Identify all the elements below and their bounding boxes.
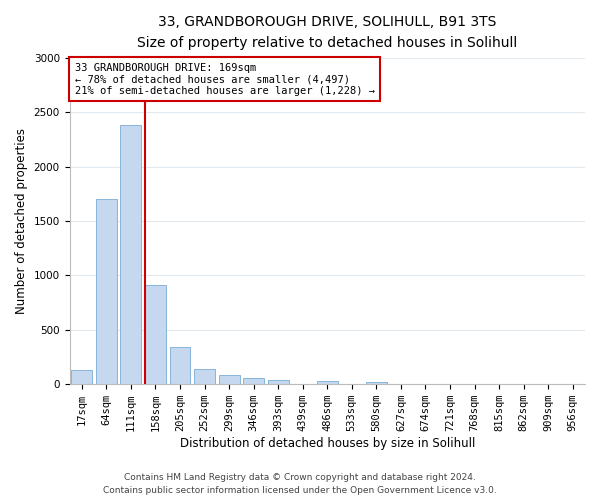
Y-axis label: Number of detached properties: Number of detached properties <box>15 128 28 314</box>
X-axis label: Distribution of detached houses by size in Solihull: Distribution of detached houses by size … <box>179 437 475 450</box>
Bar <box>366 382 387 384</box>
Text: Contains HM Land Registry data © Crown copyright and database right 2024.
Contai: Contains HM Land Registry data © Crown c… <box>103 474 497 495</box>
Text: 33 GRANDBOROUGH DRIVE: 169sqm
← 78% of detached houses are smaller (4,497)
21% o: 33 GRANDBOROUGH DRIVE: 169sqm ← 78% of d… <box>74 62 374 96</box>
Bar <box>243 378 264 384</box>
Bar <box>96 199 117 384</box>
Bar <box>194 369 215 384</box>
Bar <box>268 380 289 384</box>
Bar <box>121 125 142 384</box>
Bar <box>218 375 239 384</box>
Bar <box>71 370 92 384</box>
Bar <box>145 285 166 384</box>
Title: 33, GRANDBOROUGH DRIVE, SOLIHULL, B91 3TS
Size of property relative to detached : 33, GRANDBOROUGH DRIVE, SOLIHULL, B91 3T… <box>137 15 517 50</box>
Bar <box>317 381 338 384</box>
Bar <box>170 347 190 384</box>
